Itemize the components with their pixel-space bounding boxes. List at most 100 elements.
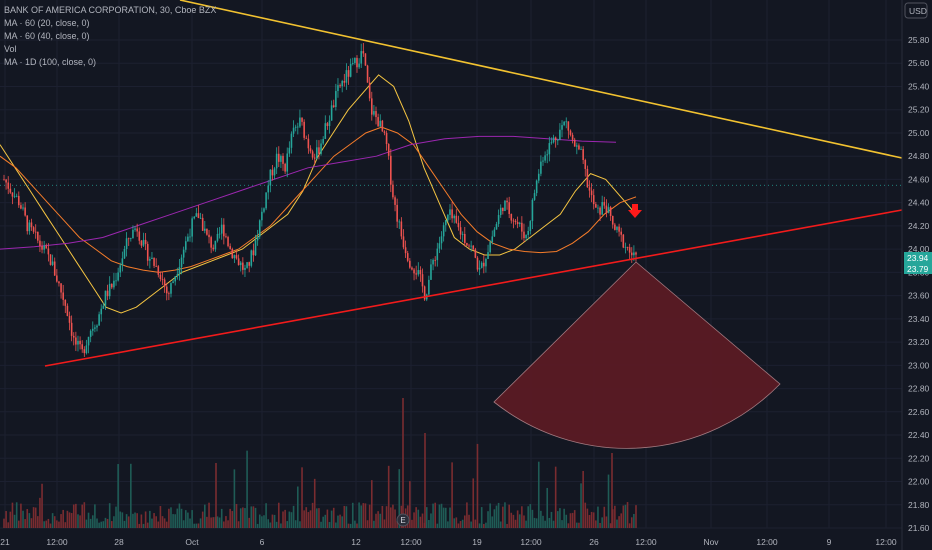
candle-body: [461, 233, 464, 235]
candle-body: [176, 274, 179, 277]
candle-body: [616, 226, 618, 230]
volume-bar: [191, 510, 193, 528]
volume-bar: [605, 516, 608, 528]
volume-bar: [9, 511, 12, 528]
volume-bar: [466, 502, 468, 528]
volume-bar: [37, 516, 39, 528]
volume-bar: [22, 510, 24, 528]
candle-body: [567, 121, 570, 131]
volume-bar: [499, 521, 502, 528]
volume-bar: [516, 510, 519, 528]
volume-bar: [161, 516, 164, 528]
volume-bar: [83, 502, 86, 528]
volume-bar: [45, 520, 48, 528]
price-axis[interactable]: 25.80 25.60 25.40 25.20 25.00 24.80 24.60 24.40…: [901, 0, 932, 550]
volume-bar: [618, 516, 620, 528]
volume-bar: [172, 514, 174, 528]
candle-body: [56, 275, 58, 282]
volume-bar: [117, 464, 119, 528]
volume-bar: [356, 523, 358, 528]
candle-body: [628, 247, 631, 253]
candle-body: [423, 286, 426, 300]
symbol-title[interactable]: BANK OF AMERICA CORPORATION, 30, Cboe BZ…: [4, 5, 217, 15]
candle-body: [428, 279, 430, 295]
candle-body: [153, 257, 155, 266]
price-tick-label: 23.60: [908, 291, 930, 301]
volume-bar: [351, 502, 354, 528]
indicator-ma20[interactable]: MA · 60 (20, close, 0): [4, 18, 90, 28]
candle-body: [489, 242, 491, 253]
candle-body: [590, 190, 593, 196]
candle-body: [586, 168, 589, 188]
candle-body: [396, 204, 398, 222]
candle-body: [22, 207, 24, 209]
volume-bar: [383, 519, 386, 528]
volume-spike: [402, 398, 404, 528]
time-axis[interactable]: 21 12:00 28 Oct 6 12 12:00 19 12:00 26 12:00 Nov 12:…: [0, 537, 897, 547]
volume-bar: [573, 510, 576, 528]
volume-bar: [463, 515, 466, 528]
volume-spike: [611, 453, 613, 528]
candle-body: [11, 192, 14, 197]
candle-body: [592, 195, 595, 205]
volume-bar: [87, 512, 90, 528]
volume-bar: [280, 523, 282, 528]
indicator-vol[interactable]: Vol: [4, 44, 17, 54]
candle-body: [282, 155, 284, 164]
candle-body: [432, 259, 434, 265]
candle-body: [79, 340, 81, 345]
volume-bar: [360, 505, 363, 528]
volume-bar: [527, 506, 530, 528]
volume-bar: [326, 509, 329, 528]
volume-bar: [7, 522, 10, 528]
candle-body: [563, 121, 565, 126]
volume-bar: [252, 506, 255, 528]
volume-bar: [267, 519, 270, 528]
volume-bar: [290, 512, 293, 528]
candle-body: [212, 247, 215, 250]
volume-bar: [292, 505, 295, 528]
volume-bar: [563, 508, 565, 528]
candle-body: [140, 240, 143, 246]
candle-body: [366, 65, 369, 83]
volume-bar: [271, 514, 274, 528]
candle-body: [341, 80, 343, 87]
candle-body: [542, 160, 544, 162]
time-tick-label: 12:00: [756, 537, 778, 547]
candle-body: [284, 163, 286, 172]
candle-body: [134, 228, 136, 230]
candle-body: [43, 245, 45, 250]
volume-bar: [204, 504, 206, 528]
volume-bar: [223, 521, 225, 528]
volume-bar: [523, 515, 525, 528]
candle-body: [421, 274, 424, 287]
volume-bar: [320, 521, 322, 528]
volume-bar: [153, 513, 155, 528]
candle-body: [297, 126, 299, 128]
volume-bar: [229, 508, 231, 528]
volume-bar: [335, 522, 337, 528]
volume-bar: [127, 516, 130, 528]
volume-bar: [218, 517, 221, 528]
candle-body: [239, 262, 242, 266]
candle-body: [256, 236, 259, 241]
volume-bar: [599, 522, 601, 528]
indicator-ma40[interactable]: MA · 60 (40, close, 0): [4, 31, 90, 41]
volume-bar: [442, 507, 445, 528]
volume-bar: [115, 506, 117, 528]
candle-body: [229, 246, 231, 249]
volume-bar: [474, 519, 477, 528]
candle-body: [328, 120, 331, 127]
price-tick-label: 21.80: [908, 500, 930, 510]
volume-bar: [556, 511, 559, 528]
trendlines[interactable]: [44, 0, 903, 367]
volume-bar: [227, 520, 229, 528]
volume-bar: [146, 522, 149, 528]
indicator-ma100[interactable]: MA · 1D (100, close, 0): [4, 57, 97, 67]
volume-bar: [366, 520, 369, 528]
candle-body: [368, 82, 371, 99]
fan-projection: [493, 261, 781, 449]
volume-bar: [506, 523, 508, 528]
